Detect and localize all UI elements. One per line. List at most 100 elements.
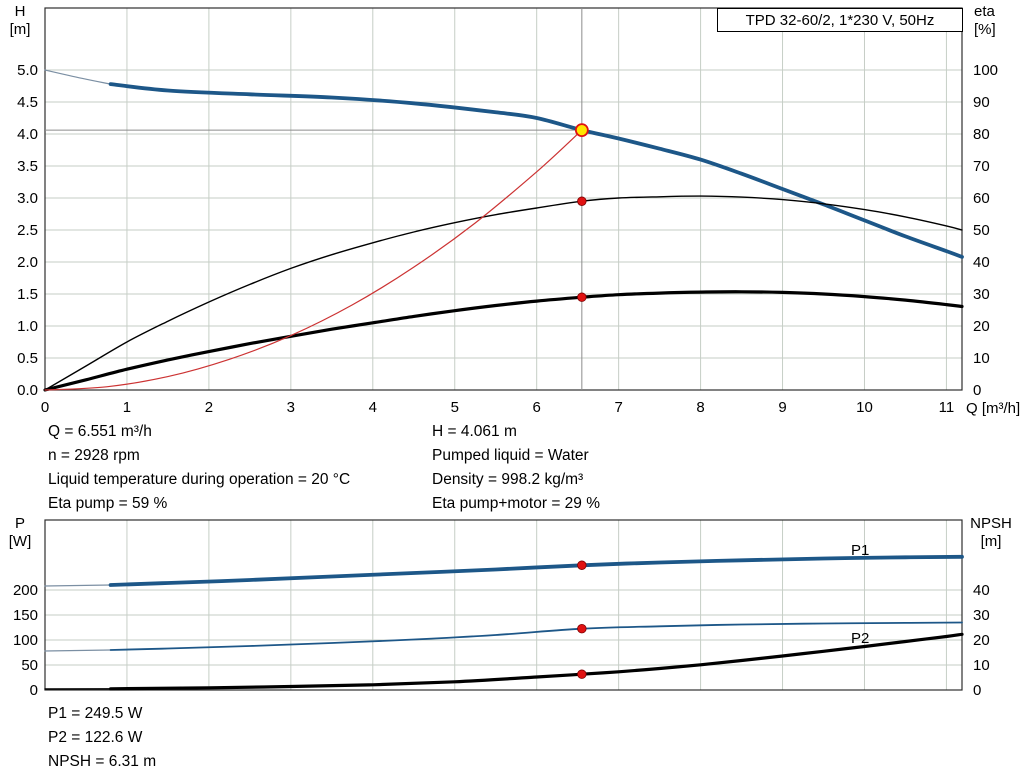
y-left-tick-label: 0.5 — [17, 350, 38, 367]
x-tick-label: 9 — [778, 399, 786, 416]
grid-lines — [45, 520, 962, 690]
tick-labels: 0.00.51.01.52.02.53.03.54.04.55.00102030… — [17, 62, 998, 416]
y-right-tick-label: 0 — [973, 682, 981, 699]
p-axis-title-symbol: P — [14, 515, 25, 532]
y-left-tick-label: 50 — [21, 657, 38, 674]
y-left-tick-label: 4.0 — [17, 126, 38, 143]
x-tick-label: 3 — [287, 399, 295, 416]
x-tick-label: 6 — [533, 399, 541, 416]
duty-info-right-column: H = 4.061 m Pumped liquid = Water Densit… — [432, 420, 600, 516]
chart-title-box: TPD 32-60/2, 1*230 V, 50Hz — [717, 8, 963, 32]
info-line-npsh: NPSH = 6.31 m — [48, 753, 157, 770]
info-line-liquid-temp: Liquid temperature during operation = 20… — [48, 471, 351, 488]
info-line-h: H = 4.061 m — [432, 423, 517, 440]
pump-curve — [108, 82, 964, 259]
y-right-tick-label: 50 — [973, 222, 990, 239]
p2-curve-label: P2 — [851, 630, 869, 647]
y-right-tick-label: 20 — [973, 632, 990, 649]
y-left-tick-label: 2.0 — [17, 254, 38, 271]
info-line-p2: P2 = 122.6 W — [48, 729, 143, 746]
h-axis-title-symbol: H — [14, 3, 26, 20]
y-right-tick-label: 10 — [973, 350, 990, 367]
y-right-tick-label: 30 — [973, 607, 990, 624]
y-left-tick-label: 1.0 — [17, 318, 38, 335]
grid-lines — [45, 8, 962, 390]
x-tick-label: 4 — [369, 399, 377, 416]
duty-point — [574, 123, 589, 138]
x-tick-label: 0 — [41, 399, 49, 416]
info-line-q: Q = 6.551 m³/h — [48, 423, 152, 440]
x-tick-label: 11 — [939, 399, 955, 416]
y-right-tick-label: 60 — [973, 190, 990, 207]
x-tick-label: 1 — [123, 399, 131, 416]
y-left-tick-label: 3.0 — [17, 190, 38, 207]
performance-chart: 0.00.51.01.52.02.53.03.54.04.55.00102030… — [17, 7, 998, 416]
info-line-eta-pump-motor: Eta pump+motor = 29 % — [432, 495, 601, 512]
eta-axis-title-symbol: eta — [974, 3, 995, 20]
y-right-tick-label: 40 — [973, 582, 990, 599]
duty-marker-dot — [577, 624, 587, 634]
p1-curve-label: P1 — [851, 542, 869, 559]
y-right-tick-label: 100 — [973, 62, 998, 79]
info-line-pumped-liquid: Pumped liquid = Water — [432, 447, 589, 464]
npsh-axis-title-symbol: NPSH — [970, 515, 1012, 532]
y-right-tick-label: 70 — [973, 158, 990, 175]
info-line-speed: n = 2928 rpm — [48, 447, 140, 464]
y-left-tick-label: 4.5 — [17, 94, 38, 111]
eta-pump-curve — [44, 195, 963, 391]
y-left-tick-label: 1.5 — [17, 286, 38, 303]
x-tick-label: 8 — [696, 399, 704, 416]
y-right-tick-label: 30 — [973, 286, 990, 303]
plot-border — [44, 7, 963, 391]
npsh-axis-title-unit: [m] — [980, 533, 1002, 550]
x-tick-label: 10 — [856, 399, 873, 416]
duty-marker-dot — [577, 560, 587, 570]
p2-curve-extension — [44, 649, 112, 652]
p-axis-title-unit: [W] — [8, 533, 32, 550]
y-right-tick-label: 90 — [973, 94, 990, 111]
p2-curve — [109, 621, 963, 651]
info-line-eta-pump: Eta pump = 59 % — [48, 495, 168, 512]
eta-pump-motor-curve — [43, 290, 964, 392]
info-line-p1: P1 = 249.5 W — [48, 705, 143, 722]
h-axis-title-unit: [m] — [9, 21, 31, 38]
eta-axis-title-unit: [%] — [974, 21, 996, 38]
pump-model-label: TPD 32-60/2, 1*230 V, 50Hz — [745, 11, 935, 29]
p1-curve — [108, 554, 964, 587]
y-right-tick-label: 80 — [973, 126, 990, 143]
h-axis-title: H [m] — [2, 3, 38, 39]
y-left-tick-label: 100 — [13, 632, 38, 649]
power-npsh-chart: P1 P2 0 50 100 150 200 0 10 20 30 40 — [13, 519, 990, 699]
y-left-tick-label: 3.5 — [17, 158, 38, 175]
p1-curve-extension — [44, 584, 112, 587]
pump-curve-extension — [44, 69, 112, 85]
tick-labels: 0 50 100 150 200 0 10 20 30 40 — [13, 582, 990, 699]
y-left-tick-label: 0 — [30, 682, 38, 699]
npsh-curve — [109, 632, 964, 691]
y-left-tick-label: 2.5 — [17, 222, 38, 239]
y-left-tick-label: 5.0 — [17, 62, 38, 79]
y-left-tick-label: 0.0 — [17, 382, 38, 399]
y-left-tick-label: 150 — [13, 607, 38, 624]
q-axis-title: Q [m³/h] — [966, 400, 1021, 417]
plot-border — [44, 519, 963, 691]
duty-marker-dot — [577, 196, 587, 206]
system-curve — [44, 129, 583, 391]
x-tick-label: 7 — [614, 399, 622, 416]
p-axis-title: P [W] — [2, 515, 38, 551]
y-left-tick-label: 200 — [13, 582, 38, 599]
y-right-tick-label: 0 — [973, 382, 981, 399]
npsh-axis-title: NPSH [m] — [962, 515, 1020, 551]
duty-info-left-column: Q = 6.551 m³/h n = 2928 rpm Liquid tempe… — [48, 420, 350, 516]
y-right-tick-label: 40 — [973, 254, 990, 271]
power-info-column: P1 = 249.5 W P2 = 122.6 W NPSH = 6.31 m — [48, 702, 156, 774]
y-right-tick-label: 10 — [973, 657, 990, 674]
x-tick-label: 5 — [451, 399, 459, 416]
y-right-tick-label: 20 — [973, 318, 990, 335]
duty-marker-dot — [577, 669, 587, 679]
eta-axis-title: eta [%] — [974, 3, 1020, 39]
info-line-density: Density = 998.2 kg/m³ — [432, 471, 584, 488]
duty-marker-dot — [577, 292, 587, 302]
